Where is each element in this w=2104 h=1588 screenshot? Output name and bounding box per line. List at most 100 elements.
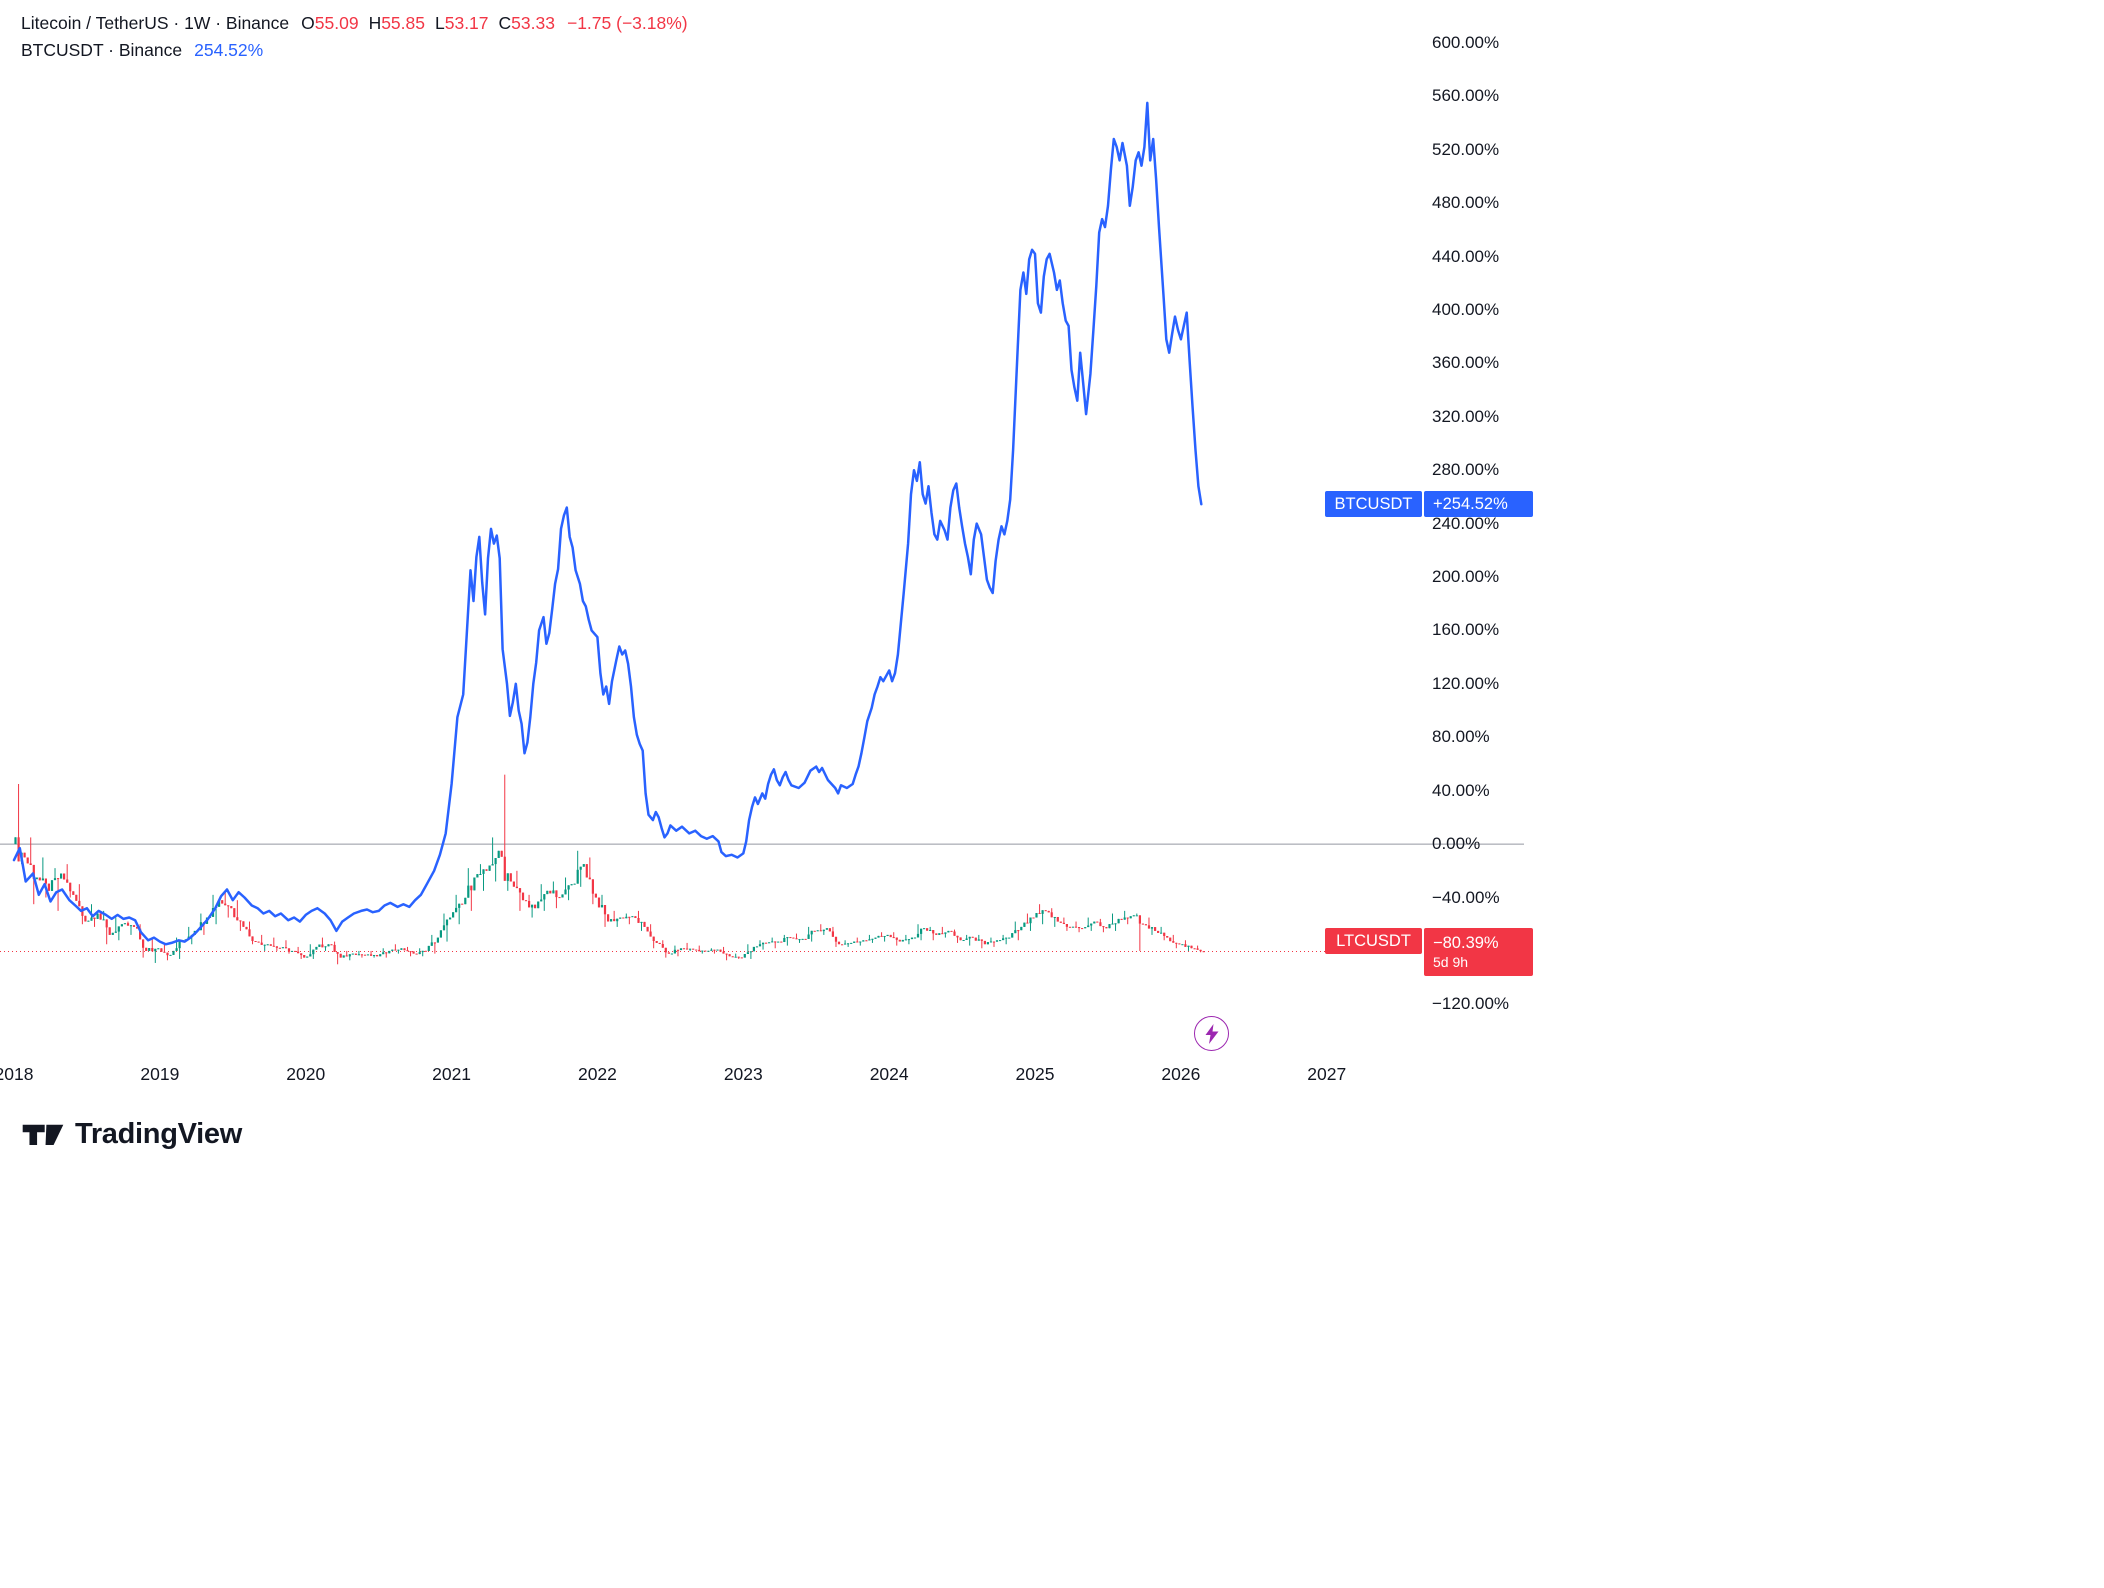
price-axis-label: −40.00%	[1432, 887, 1500, 907]
ltc-candle-body	[324, 946, 327, 948]
price-axis-label: 40.00%	[1432, 780, 1490, 800]
ltc-candle-body	[926, 928, 929, 931]
ltc-candle-body	[980, 939, 983, 941]
ltc-candle-body	[762, 942, 765, 945]
ltc-candle-body	[333, 944, 336, 952]
ltc-candle-body	[619, 917, 622, 919]
ltc-candle-body	[868, 939, 871, 941]
tradingview-logo[interactable]: TradingView	[21, 1116, 242, 1152]
time-axis-label: 2027	[1307, 1064, 1347, 1084]
ltc-candle-body	[306, 956, 309, 958]
ltc-candle-body	[120, 924, 123, 927]
ltc-candle-body	[947, 930, 950, 933]
ltc-candle-body	[695, 949, 698, 951]
ltc-candle-body	[929, 930, 932, 931]
ltc-candle-body	[397, 949, 400, 951]
ltc-candle-body	[421, 950, 424, 953]
ltc-candle-body	[172, 950, 175, 955]
ltc-candle-body	[260, 942, 263, 945]
ltc-candle-body	[1199, 949, 1202, 952]
ltc-candle-body	[713, 949, 716, 951]
ltc-candle-body	[752, 946, 755, 952]
ltc-candle-body	[263, 944, 266, 946]
ltc-candle-body	[1014, 930, 1017, 934]
ltc-candle-body	[63, 873, 66, 880]
ltc-candle-body	[913, 937, 917, 939]
legend-row-ltcusdt[interactable]: Litecoin / TetherUS · 1W · Binance O55.0…	[21, 10, 688, 37]
ltc-candle-body	[676, 949, 680, 951]
ltc-candle-body	[740, 957, 743, 959]
price-axis-label: 80.00%	[1432, 727, 1490, 747]
lightning-trade-button[interactable]	[1194, 1016, 1229, 1051]
legend-row-btcusdt[interactable]: BTCUSDT · Binance 254.52%	[21, 37, 688, 64]
ltc-candle-body	[847, 943, 850, 945]
ltc-candle-body	[877, 935, 880, 938]
compare-symbol-title[interactable]: BTCUSDT · Binance	[21, 40, 183, 60]
ltc-candle-body	[971, 936, 974, 938]
ltc-candle-body	[841, 944, 844, 946]
ltc-candle-body	[655, 941, 658, 943]
symbol-title[interactable]: Litecoin / TetherUS · 1W · Binance	[21, 13, 290, 33]
ltc-candle-body	[807, 934, 810, 939]
ltc-candle-body	[853, 941, 856, 943]
ltc-candle-body	[989, 941, 993, 943]
ltc-candle-body	[1050, 912, 1053, 918]
ltc-candle-body	[409, 951, 412, 953]
ltc-candle-body	[594, 893, 597, 898]
ltc-candle-body	[825, 928, 828, 930]
ltc-candle-body	[552, 890, 555, 894]
ltc-candle-body	[1129, 916, 1132, 919]
ltc-candle-body	[151, 948, 154, 952]
ltc-candle-body	[376, 955, 379, 957]
btc-badge-value: +254.52%	[1424, 491, 1533, 518]
ltc-candle-body	[743, 954, 746, 958]
ltc-candle-body	[543, 894, 546, 900]
ltc-candle-body	[786, 937, 789, 939]
ltc-candle-body	[597, 897, 601, 908]
ltc-candle-body	[379, 954, 382, 957]
ltc-candle-body	[558, 897, 561, 899]
ltc-candle-body	[287, 948, 291, 952]
ltc-candle-body	[78, 900, 81, 907]
ltc-candle-body	[363, 954, 367, 956]
chart-canvas[interactable]	[0, 0, 1530, 1100]
ltc-candle-body	[403, 948, 406, 951]
ltc-candle-body	[600, 905, 604, 908]
ltc-candle-body	[795, 938, 798, 940]
ltc-candle-body	[692, 948, 695, 950]
ltc-candle-body	[1190, 945, 1193, 949]
low-value: L53.17	[435, 13, 489, 33]
ltc-candle-body	[269, 944, 272, 946]
ltc-candle-body	[433, 942, 436, 944]
ltc-candle-body	[26, 857, 29, 864]
ltc-candle-body	[631, 916, 634, 918]
ltc-candle-body	[309, 954, 312, 957]
ltc-candle-body	[41, 878, 44, 881]
ltc-candle-body	[834, 936, 838, 942]
ltc-candle-body	[549, 890, 552, 894]
ltc-candle-body	[640, 921, 643, 923]
ltc-candle-body	[579, 866, 582, 870]
ltc-candle-body	[610, 919, 613, 922]
ltc-candle-body	[370, 954, 373, 956]
ltc-candle-body	[1105, 927, 1108, 929]
ltc-candle-body	[895, 937, 898, 940]
ltc-badge-countdown: 5d 9h	[1433, 954, 1469, 971]
ltc-candle-body	[716, 949, 719, 951]
ltc-badge-symbol: LTCUSDT	[1325, 928, 1422, 955]
price-axis-label: 280.00%	[1432, 460, 1500, 480]
ltc-candle-body	[157, 948, 160, 950]
time-axis-label: 2019	[140, 1064, 180, 1084]
ltc-candle-body	[649, 931, 652, 937]
ltc-candle-body	[607, 914, 610, 922]
tradingview-logo-text: TradingView	[75, 1117, 242, 1150]
ltc-candle-body	[242, 921, 245, 927]
ltc-candle-body	[1059, 921, 1062, 923]
ltc-candle-body	[1196, 948, 1199, 950]
ltc-candle-body	[1169, 937, 1172, 942]
ltc-candle-body	[385, 952, 388, 954]
legend: Litecoin / TetherUS · 1W · Binance O55.0…	[21, 10, 688, 64]
ltc-candle-body	[53, 878, 57, 881]
ltc-candle-body	[974, 937, 977, 941]
ltc-candle-body	[1008, 937, 1011, 939]
